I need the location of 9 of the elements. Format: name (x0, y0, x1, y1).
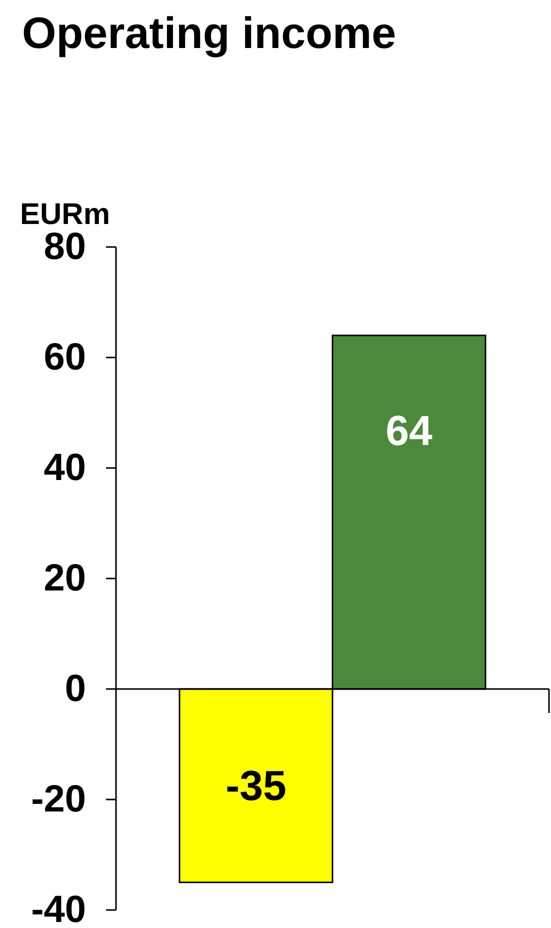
y-tick-label: 20 (44, 558, 86, 600)
y-tick-label: 60 (44, 336, 86, 378)
y-tick-label: -40 (31, 889, 86, 928)
y-tick-label: 40 (44, 447, 86, 489)
data-label: 64 (386, 406, 433, 454)
y-tick-label: -20 (31, 778, 86, 820)
chart-title: Operating income (22, 9, 396, 58)
data-label: -35 (226, 762, 286, 810)
y-tick-label: 0 (64, 668, 86, 710)
